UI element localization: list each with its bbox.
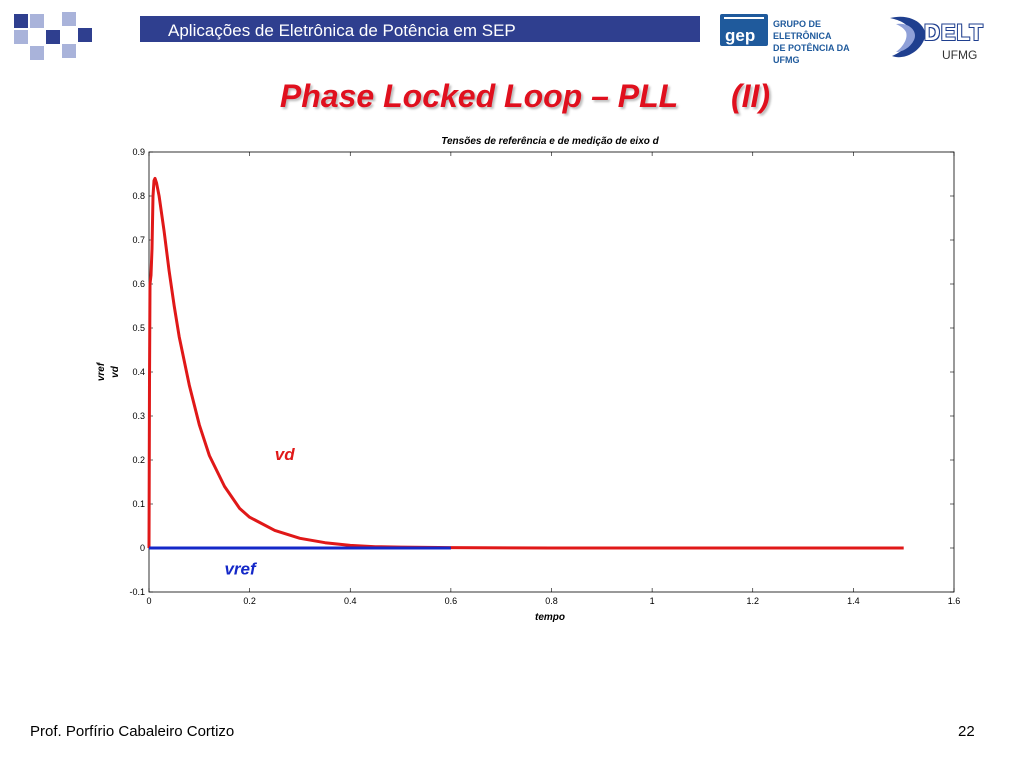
series-line-vd [147, 176, 904, 550]
x-tick-label: 0.6 [445, 596, 458, 606]
y-axis-label-vref: vref [96, 361, 107, 381]
decor-square [30, 46, 44, 60]
y-tick-label: 0.7 [132, 235, 145, 245]
y-tick-label: 0.4 [132, 367, 145, 377]
gep-logo-caption: GRUPO DE ELETRÔNICA DE POTÊNCIA DA UFMG [773, 18, 873, 66]
y-axis-label-vd: vd [110, 365, 121, 378]
x-tick-label: 1 [650, 596, 655, 606]
x-tick-label: 1.6 [948, 596, 961, 606]
x-tick-label: 0.2 [243, 596, 256, 606]
y-tick-label: 0 [140, 543, 145, 553]
gep-caption-line2: DE POTÊNCIA DA UFMG [773, 43, 850, 65]
delt-swoosh-icon [890, 16, 926, 58]
decor-square [30, 14, 44, 28]
chart-title: Tensões de referência e de medição de ei… [441, 136, 659, 147]
wave-icon [724, 17, 764, 27]
decor-square [62, 44, 76, 58]
gep-logo-mark: gep [720, 14, 768, 46]
y-tick-label: 0.1 [132, 499, 145, 509]
series-annotation-vref: vref [224, 559, 258, 578]
gep-logo: gep GRUPO DE ELETRÔNICA DE POTÊNCIA DA U… [718, 14, 870, 65]
footer-author: Prof. Porfírio Cabaleiro Cortizo [30, 723, 235, 740]
y-tick-label: 0.9 [132, 147, 145, 157]
x-tick-label: 0.4 [344, 596, 357, 606]
x-tick-label: 1.4 [847, 596, 860, 606]
gep-logo-text: gep [725, 26, 756, 45]
delt-logo: DELT UFMG [884, 10, 996, 66]
x-tick-label: 1.2 [746, 596, 759, 606]
header-title: Aplicações de Eletrônica de Potência em … [168, 21, 516, 40]
y-tick-label: 0.5 [132, 323, 145, 333]
y-tick-label: -0.1 [129, 587, 145, 597]
y-tick-label: 0.8 [132, 191, 145, 201]
decor-square [62, 12, 76, 26]
header-bar [140, 16, 700, 42]
decor-square [46, 30, 60, 44]
decor-square [78, 28, 92, 42]
ufmg-logo-text: UFMG [942, 48, 978, 62]
x-tick-label: 0.8 [545, 596, 558, 606]
series-annotation-vd: vd [275, 445, 295, 464]
y-tick-label: 0.6 [132, 279, 145, 289]
plot-area [148, 151, 955, 593]
x-axis-label: tempo [535, 612, 565, 623]
page-number: 22 [958, 723, 975, 740]
x-tick-label: 0 [146, 596, 151, 606]
delt-logo-text: DELT [924, 20, 984, 45]
decor-square [14, 14, 28, 28]
decor-square [14, 30, 28, 44]
y-tick-label: 0.2 [132, 455, 145, 465]
header-band [0, 12, 1024, 60]
gep-caption-line1: GRUPO DE ELETRÔNICA [773, 19, 832, 41]
slide-title: Phase Locked Loop – PLL (II) [279, 78, 771, 114]
y-tick-label: 0.3 [132, 411, 145, 421]
